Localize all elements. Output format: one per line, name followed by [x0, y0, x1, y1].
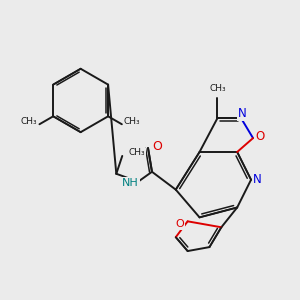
- Text: O: O: [255, 130, 265, 142]
- Text: NH: NH: [122, 178, 139, 188]
- Text: CH₃: CH₃: [21, 117, 38, 126]
- Text: N: N: [253, 173, 261, 186]
- Text: CH₃: CH₃: [209, 83, 226, 92]
- Text: CH₃: CH₃: [128, 148, 145, 158]
- Text: O: O: [152, 140, 162, 152]
- Text: N: N: [238, 107, 247, 120]
- Text: O: O: [175, 219, 184, 229]
- Text: CH₃: CH₃: [124, 117, 140, 126]
